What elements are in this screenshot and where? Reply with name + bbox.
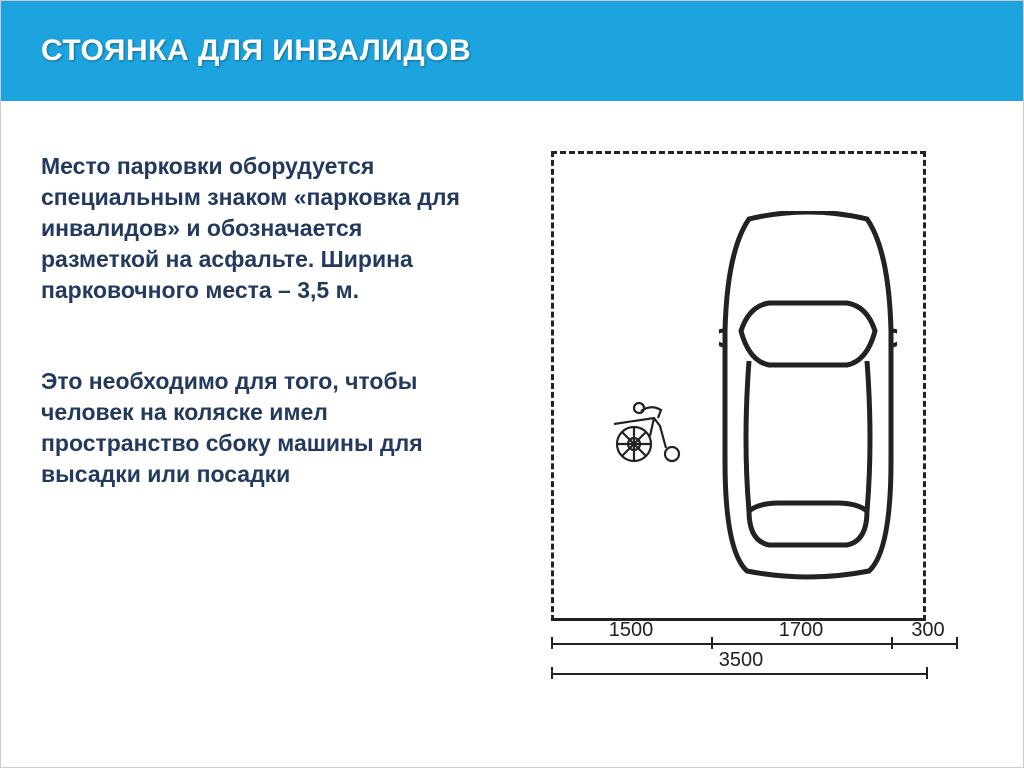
wheelchair-icon xyxy=(606,396,691,466)
parking-diagram: 1500 1700 300 3500 xyxy=(511,151,983,711)
dim-tick xyxy=(926,667,928,679)
dim-label-3500: 3500 xyxy=(711,649,771,672)
dim-line xyxy=(551,673,926,675)
car-icon xyxy=(719,211,897,581)
dim-line xyxy=(891,643,956,645)
header-bar: СТОЯНКА ДЛЯ ИНВАЛИДОВ xyxy=(1,1,1023,101)
paragraph-1: Место парковки оборудуется специальным з… xyxy=(41,151,481,306)
dim-line xyxy=(551,643,711,645)
text-column: Место парковки оборудуется специальным з… xyxy=(41,151,481,711)
page-title: СТОЯНКА ДЛЯ ИНВАЛИДОВ xyxy=(41,34,471,68)
content: Место парковки оборудуется специальным з… xyxy=(1,101,1023,711)
dimension-block: 1500 1700 300 3500 xyxy=(551,621,961,691)
paragraph-2: Это необходимо для того, чтобы человек н… xyxy=(41,366,481,490)
dim-tick xyxy=(956,637,958,649)
dim-line xyxy=(711,643,891,645)
dim-label-300: 300 xyxy=(903,619,953,642)
dim-label-1500: 1500 xyxy=(601,619,661,642)
dim-label-1700: 1700 xyxy=(771,619,831,642)
